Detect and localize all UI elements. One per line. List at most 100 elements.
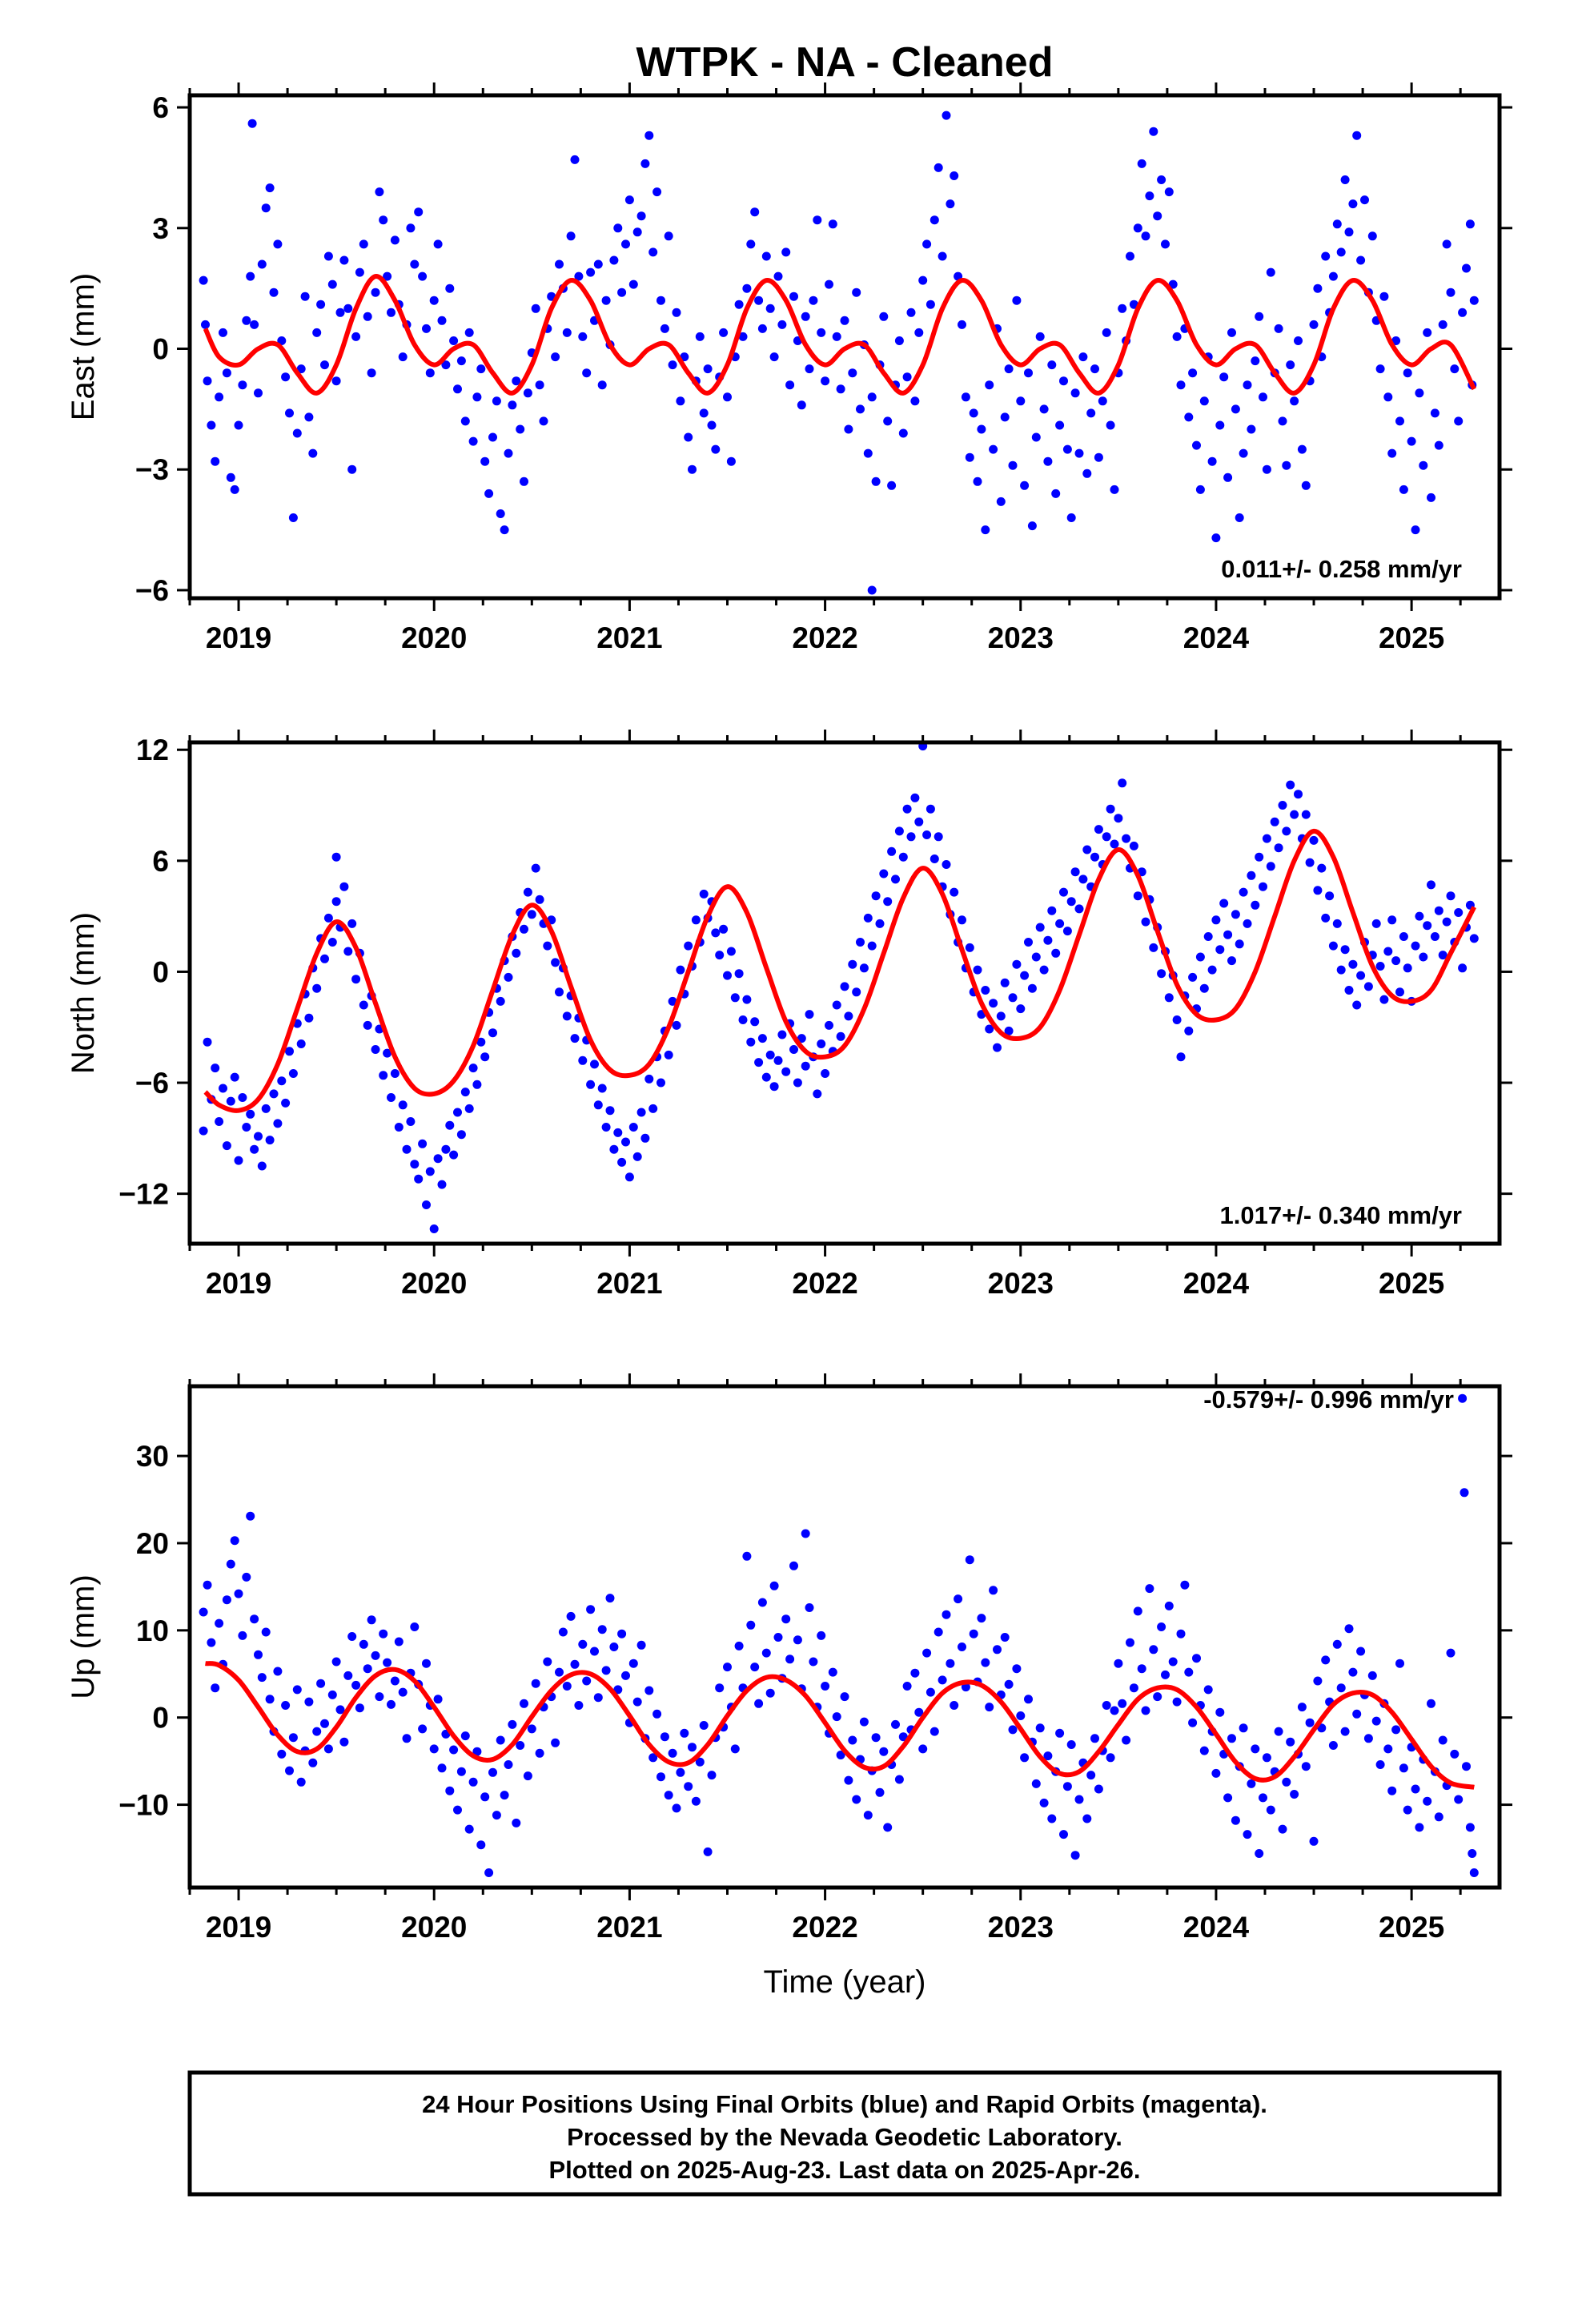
east-data-point	[624, 195, 634, 205]
east-data-point	[1141, 231, 1150, 241]
up-data-point	[199, 1607, 208, 1617]
east-data-point	[977, 424, 986, 434]
up-data-point	[934, 1627, 943, 1637]
east-data-point	[597, 380, 607, 390]
east-data-point	[562, 328, 572, 337]
north-data-point	[769, 1082, 779, 1092]
north-data-point	[742, 995, 752, 1004]
up-data-point	[574, 1701, 584, 1710]
east-data-point	[1043, 456, 1053, 466]
north-data-point	[394, 1123, 404, 1132]
up-data-point	[1297, 1703, 1307, 1712]
up-data-point	[938, 1675, 947, 1685]
up-data-point	[543, 1657, 552, 1667]
up-data-point	[1290, 1790, 1299, 1799]
up-data-point	[817, 1630, 826, 1640]
north-data-point	[351, 975, 361, 984]
east-data-point	[910, 396, 920, 406]
east-data-point	[746, 239, 756, 249]
up-data-point	[863, 1811, 873, 1820]
north-data-point	[371, 1045, 380, 1054]
up-data-point	[480, 1792, 490, 1802]
east-data-point	[688, 464, 697, 474]
east-x-tick-label: 2025	[1379, 621, 1444, 654]
north-data-point	[773, 1055, 783, 1065]
east-data-point	[1223, 472, 1233, 482]
east-data-point	[574, 271, 584, 281]
east-data-point	[754, 296, 764, 305]
up-data-point	[1106, 1753, 1115, 1763]
north-y-tick-label: 6	[152, 845, 169, 878]
north-data-point	[1211, 915, 1221, 925]
panels: −6 −3 0 3 6 2019 2020 2021 2022 2023 2024 2025 East …	[66, 82, 1512, 1944]
north-data-point	[464, 1104, 474, 1113]
east-data-point	[1344, 227, 1354, 237]
east-model-curve	[203, 274, 1476, 396]
north-data-point	[867, 941, 877, 951]
up-data-point	[1102, 1701, 1111, 1710]
east-data-point	[242, 316, 251, 325]
north-data-point	[726, 947, 736, 956]
east-data-point	[1070, 388, 1080, 398]
east-data-point	[1251, 356, 1260, 366]
north-data-point	[1454, 908, 1464, 917]
east-x-tick-label: 2021	[596, 621, 662, 654]
north-data-point	[1262, 834, 1271, 843]
up-data-point	[965, 1555, 974, 1565]
north-data-point	[363, 1020, 372, 1030]
east-data-point	[1192, 440, 1201, 450]
up-x-tick-label: 2020	[401, 1911, 467, 1944]
up-data-point	[961, 1683, 970, 1692]
east-data-point	[425, 368, 435, 378]
up-data-point	[636, 1640, 646, 1650]
east-data-point	[836, 384, 845, 394]
up-data-point	[234, 1589, 243, 1598]
east-data-point	[488, 432, 497, 442]
north-x-tick-label: 2020	[401, 1267, 467, 1300]
east-data-point	[1168, 279, 1178, 289]
up-data-point	[296, 1777, 306, 1787]
up-data-point	[1203, 1685, 1213, 1695]
north-data-point	[1031, 952, 1041, 962]
east-data-point	[1137, 159, 1146, 168]
up-data-point	[821, 1682, 830, 1691]
north-data-point	[1395, 987, 1404, 997]
north-data-point	[449, 1150, 459, 1160]
east-data-point	[668, 360, 677, 370]
up-data-point	[363, 1664, 372, 1674]
north-data-point	[613, 1128, 623, 1137]
up-data-point	[468, 1777, 478, 1787]
up-y-tick-label: 0	[152, 1702, 169, 1735]
up-data-point	[288, 1733, 298, 1743]
east-data-point	[508, 400, 517, 410]
east-data-point	[1157, 175, 1166, 184]
up-data-point	[1192, 1654, 1201, 1663]
east-data-point	[1153, 211, 1162, 221]
east-data-point	[840, 316, 849, 325]
east-data-point	[785, 380, 795, 390]
north-data-point	[1423, 921, 1432, 931]
east-data-point	[1332, 219, 1342, 229]
north-data-point	[1066, 897, 1076, 907]
east-data-point	[215, 392, 224, 402]
north-data-point	[805, 1010, 814, 1019]
up-data-point	[331, 1657, 341, 1667]
east-rate-annotation: 0.011+/- 0.258 mm/yr	[1221, 555, 1462, 583]
east-data-point	[1016, 396, 1026, 406]
east-data-point	[1090, 364, 1099, 374]
east-data-point	[1008, 460, 1018, 470]
east-data-point	[456, 356, 466, 366]
up-data-point	[1255, 1849, 1264, 1858]
up-data-point	[1301, 1762, 1311, 1771]
east-data-point	[433, 239, 443, 249]
up-data-point	[1243, 1830, 1252, 1839]
east-data-point	[640, 159, 650, 168]
east-data-point	[985, 380, 994, 390]
east-data-point	[695, 332, 705, 341]
up-data-point	[1062, 1782, 1072, 1791]
north-data-point	[930, 854, 939, 863]
up-data-point	[254, 1650, 263, 1659]
east-data-point	[1262, 464, 1271, 474]
up-data-point	[453, 1805, 462, 1815]
north-data-point	[1399, 932, 1408, 941]
